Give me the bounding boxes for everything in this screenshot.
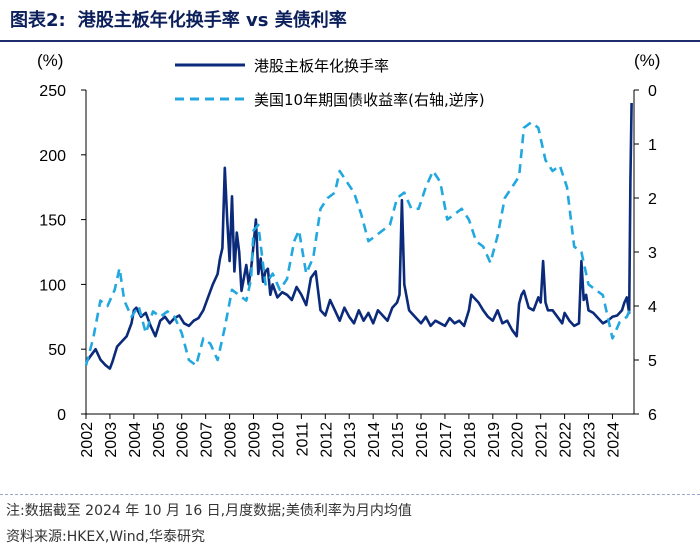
- legend-label-turnover: 港股主板年化换手率: [254, 57, 389, 75]
- x-tick-label: 2023: [582, 422, 599, 458]
- x-tick-label: 2002: [79, 422, 96, 458]
- right-tick-label: 6: [648, 407, 657, 424]
- right-tick-label: 3: [648, 245, 657, 262]
- x-tick-label: 2017: [438, 422, 455, 458]
- right-tick-label: 4: [648, 299, 657, 316]
- x-tick-label: 2022: [558, 422, 575, 458]
- footnote-note: 注:数据截至 2024 年 10 月 16 日,月度数据;美债利率为月内均值: [6, 503, 412, 519]
- x-tick-label: 2014: [366, 422, 383, 458]
- x-tick-label: 2006: [175, 422, 192, 458]
- x-tick-label: 2015: [390, 422, 407, 458]
- left-axis-unit: (%): [37, 51, 63, 70]
- figure-title-prefix: 图表2:: [10, 10, 66, 31]
- legend-label-yield: 美国10年期国债收益率(右轴,逆序): [254, 91, 485, 109]
- x-tick-label: 2013: [342, 422, 359, 458]
- footnote-source: 资料来源:HKEX,Wind,华泰研究: [6, 529, 205, 545]
- x-tick-label: 2011: [294, 422, 311, 457]
- figure-title-text: 港股主板年化换手率 vs 美债利率: [77, 10, 347, 31]
- left-tick-label: 0: [57, 407, 66, 424]
- left-tick-label: 50: [48, 342, 66, 359]
- series-line-yield: [84, 121, 633, 367]
- title-rule: [0, 40, 700, 42]
- right-tick-label: 1: [648, 137, 657, 154]
- x-tick-label: 2008: [223, 422, 240, 458]
- left-tick-label: 250: [39, 83, 66, 100]
- chart-legend: 港股主板年化换手率 美国10年期国债收益率(右轴,逆序): [175, 57, 485, 109]
- x-tick-label: 2020: [510, 422, 527, 458]
- x-tick-label: 2018: [462, 422, 479, 458]
- right-tick-label: 2: [648, 191, 657, 208]
- chart-series: [84, 102, 633, 370]
- x-tick-label: 2007: [199, 422, 216, 458]
- left-tick-label: 200: [39, 148, 66, 165]
- footnote-rule: [0, 494, 700, 495]
- x-tick-label: 2004: [127, 422, 144, 458]
- right-tick-label: 0: [648, 83, 657, 100]
- x-tick-label: 2016: [414, 422, 431, 458]
- right-tick-label: 5: [648, 353, 657, 370]
- x-tick-label: 2003: [103, 422, 120, 458]
- figure-title: 图表2: 港股主板年化换手率 vs 美债利率: [10, 6, 347, 32]
- x-tick-label: 2010: [270, 422, 287, 458]
- x-tick-label: 2009: [247, 422, 264, 458]
- x-tick-label: 2019: [486, 422, 503, 458]
- chart: 0 50 100 150 200 250 0 1 2 3 4 5 6 2002 2003 2004 2005 20…: [37, 51, 660, 458]
- left-tick-label: 100: [39, 277, 66, 294]
- series-line-turnover: [84, 102, 633, 370]
- x-tick-label: 2021: [534, 422, 551, 458]
- chart-axes: [85, 90, 635, 415]
- chart-ticks: 0 50 100 150 200 250 0 1 2 3 4 5 6 2002 2003 2004 2005 20…: [39, 83, 657, 458]
- left-tick-label: 150: [39, 213, 66, 230]
- x-tick-label: 2024: [605, 422, 622, 458]
- x-tick-label: 2012: [318, 422, 335, 458]
- right-axis-unit: (%): [634, 51, 660, 70]
- x-tick-label: 2005: [151, 422, 168, 458]
